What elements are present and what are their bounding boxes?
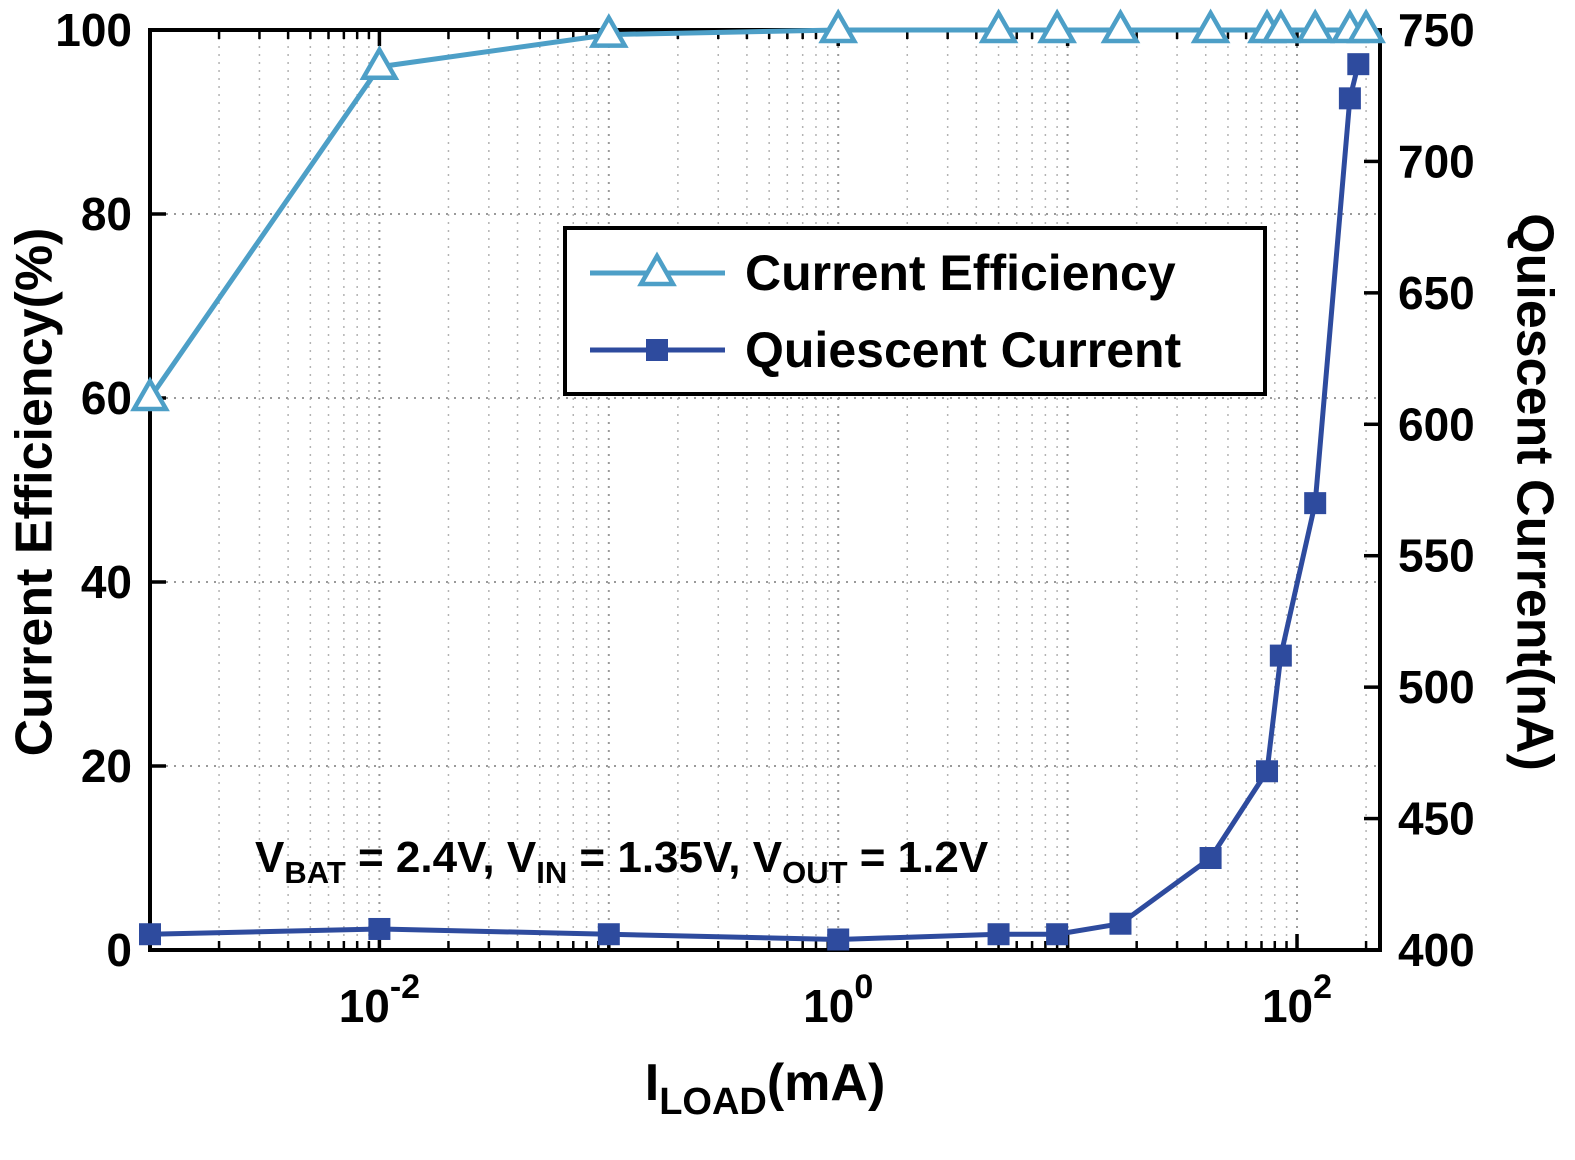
triangle-marker <box>1260 8 1301 44</box>
left-y-tick-label: 20 <box>81 740 132 792</box>
x-tick-label: 102 <box>1262 968 1332 1032</box>
square-marker <box>1046 923 1069 946</box>
left-y-axis-label: Current Efficiency(%) <box>5 227 64 757</box>
square-marker <box>1338 87 1361 110</box>
square-marker <box>1199 847 1222 869</box>
triangle-marker <box>818 8 859 44</box>
square-marker <box>646 339 668 361</box>
condition-annotation: VBAT = 2.4V, VIN = 1.35V, VOUT = 1.2V <box>255 833 989 890</box>
triangle-marker <box>130 376 170 412</box>
square-marker <box>1304 492 1327 515</box>
right-y-tick-label: 450 <box>1398 793 1475 845</box>
triangle-marker <box>978 8 1019 44</box>
gridlines <box>150 29 1380 950</box>
legend-label: Current Efficiency <box>745 245 1176 301</box>
left-y-tick-label: 60 <box>81 372 132 424</box>
triangle-marker <box>359 45 400 81</box>
axes-box <box>148 28 1382 952</box>
tick-labels: 0 20 40 60 80 100 400 450 500 550 600 650 700 750 10-2… <box>55 4 1475 1032</box>
left-y-tick-label: 100 <box>55 4 132 56</box>
square-marker <box>1256 760 1279 783</box>
square-marker <box>597 923 620 946</box>
legend: Current Efficiency Quiescent Current <box>563 226 1267 396</box>
x-tick-label: 10-2 <box>339 968 420 1032</box>
square-marker <box>368 917 391 940</box>
triangle-marker <box>637 251 677 287</box>
square-marker <box>1109 912 1132 935</box>
triangle-marker <box>1346 8 1386 44</box>
square-marker <box>139 923 161 946</box>
square-marker <box>1347 53 1370 76</box>
x-tick-label: 100 <box>803 968 873 1032</box>
right-y-tick-label: 550 <box>1398 530 1475 582</box>
square-marker <box>1269 644 1292 667</box>
triangle-marker <box>1100 8 1141 44</box>
triangle-marker <box>1037 8 1077 44</box>
legend-entry-quiescent-current: Quiescent Current <box>590 322 1182 378</box>
right-y-tick-label: 650 <box>1398 267 1475 319</box>
series-current-efficiency <box>130 8 1386 412</box>
legend-label: Quiescent Current <box>745 322 1182 378</box>
right-y-tick-label: 750 <box>1398 4 1475 56</box>
series-quiescent-current <box>139 53 1370 951</box>
series-line <box>147 61 1361 942</box>
triangle-marker <box>588 13 629 48</box>
left-y-tick-label: 40 <box>81 556 132 608</box>
right-y-axis-label: Quiescent Current(nA) <box>1505 213 1564 771</box>
right-y-tick-label: 400 <box>1398 924 1475 976</box>
triangle-marker <box>1190 8 1231 44</box>
square-marker <box>987 923 1010 946</box>
x-axis-label: ILOAD(mA) <box>645 1054 886 1123</box>
legend-entry-current-efficiency: Current Efficiency <box>590 245 1176 301</box>
square-marker <box>827 928 850 951</box>
axes <box>148 28 1382 952</box>
triangle-marker <box>1295 8 1336 44</box>
left-y-tick-label: 0 <box>106 924 132 976</box>
right-y-tick-label: 600 <box>1398 398 1475 450</box>
legend-box <box>563 226 1267 396</box>
right-y-tick-label: 700 <box>1398 135 1475 187</box>
right-y-tick-label: 500 <box>1398 661 1475 713</box>
left-y-tick-label: 80 <box>81 188 132 240</box>
